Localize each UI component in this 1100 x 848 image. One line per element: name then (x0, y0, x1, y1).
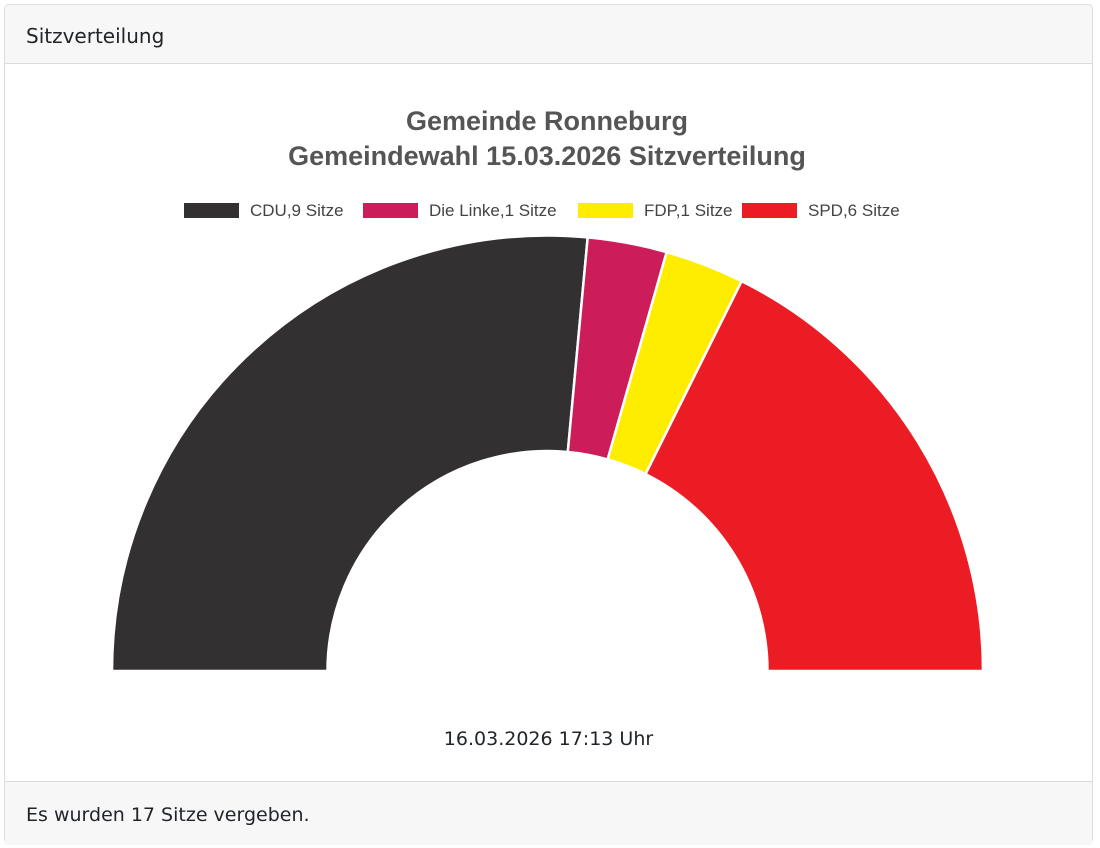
card-header: Sitzverteilung (5, 5, 1092, 64)
legend-item-spd[interactable]: SPD,6 Sitze (742, 201, 900, 220)
legend-item-die-linke[interactable]: Die Linke,1 Sitze (363, 201, 557, 220)
chart-title-line1: Gemeinde Ronneburg (406, 106, 688, 136)
legend-swatch (742, 203, 797, 218)
legend-label: Die Linke,1 Sitze (429, 201, 557, 220)
chart-legend: CDU,9 Sitze Die Linke,1 Sitze FDP,1 Sitze S… (184, 201, 900, 220)
chart-slices (110, 234, 985, 673)
slice-spd[interactable] (644, 279, 985, 673)
legend-swatch (363, 203, 418, 218)
legend-label: CDU,9 Sitze (250, 201, 344, 220)
chart-timestamp: 16.03.2026 17:13 Uhr (443, 728, 654, 750)
seat-distribution-chart: Gemeinde Ronneburg Gemeindewahl 15.03.20… (110, 106, 985, 673)
seat-distribution-card: Sitzverteilung Gemeinde Ronneburg Gemein… (4, 4, 1093, 845)
chart-title-line2: Gemeindewahl 15.03.2026 Sitzverteilung (288, 141, 806, 171)
legend-label: SPD,6 Sitze (808, 201, 900, 220)
legend-item-fdp[interactable]: FDP,1 Sitze (578, 201, 733, 220)
legend-label: FDP,1 Sitze (644, 201, 733, 220)
legend-swatch (578, 203, 633, 218)
legend-item-cdu[interactable]: CDU,9 Sitze (184, 201, 344, 220)
slice-cdu[interactable] (110, 234, 589, 673)
card-body: Gemeinde Ronneburg Gemeindewahl 15.03.20… (5, 64, 1092, 780)
legend-swatch (184, 203, 239, 218)
card-footer: Es wurden 17 Sitze vergeben. (5, 781, 1092, 845)
